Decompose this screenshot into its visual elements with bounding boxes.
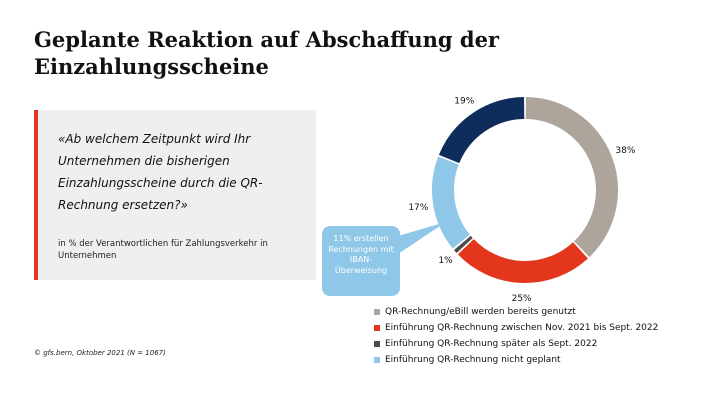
callout-text: 11% erstellen Rechnungen mit IBAN-Überwe… [328, 234, 394, 275]
legend-swatch [374, 309, 380, 315]
source-note: © gfs.bern, Oktober 2021 (N = 1067) [34, 349, 166, 357]
donut-slice [453, 235, 473, 253]
question-panel: «Ab welchem Zeitpunkt wird Ihr Unternehm… [34, 110, 316, 280]
slice-label: 38% [615, 146, 635, 156]
survey-population: in % der Verantwortlichen für Zahlungsve… [58, 239, 268, 261]
chart-title: Geplante Reaktion auf Abschaffung der Ei… [34, 27, 499, 79]
legend-label: Einführung QR-Rechnung nicht geplant [385, 355, 561, 365]
donut-slices [432, 97, 618, 283]
donut-slice [457, 238, 588, 283]
slice-label: 19% [454, 97, 474, 107]
donut-labels: 38% 25% 1% 17% 19% [408, 97, 636, 304]
legend-label: Einführung QR-Rechnung zwischen Nov. 202… [385, 323, 659, 333]
legend-swatch [374, 325, 380, 331]
legend-swatch [374, 341, 380, 347]
legend-label: Einführung QR-Rechnung später als Sept. … [385, 339, 598, 349]
legend-label: QR-Rechnung/eBill werden bereits genutzt [385, 307, 576, 317]
donut-slice [438, 97, 525, 164]
slice-label: 25% [512, 294, 532, 304]
donut-slice [525, 97, 618, 258]
callout-pointer [398, 222, 446, 254]
survey-question: «Ab welchem Zeitpunkt wird Ihr Unternehm… [58, 132, 263, 212]
slice-label: 1% [438, 256, 453, 266]
accent-bar [34, 110, 38, 280]
slice-label: 17% [408, 203, 428, 213]
callout-bubble: 11% erstellen Rechnungen mit IBAN-Überwe… [322, 226, 400, 296]
donut-slice [432, 156, 471, 249]
legend-swatch [374, 357, 380, 363]
